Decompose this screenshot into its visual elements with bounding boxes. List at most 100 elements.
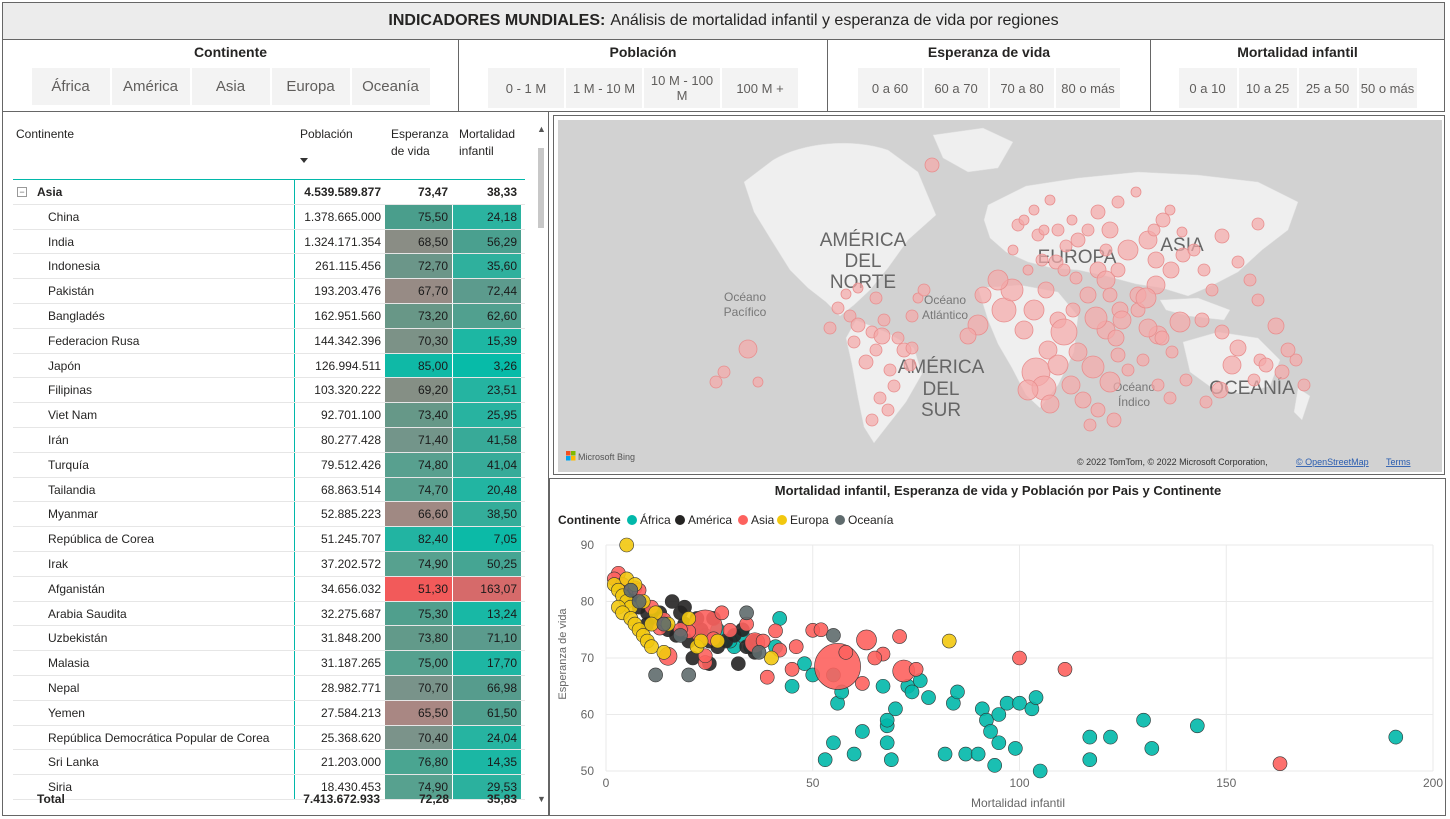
map-bubble[interactable] (1111, 195, 1125, 209)
map-bubble[interactable] (883, 363, 897, 377)
map-bubble[interactable] (1147, 223, 1161, 237)
filter-chip-continente[interactable]: Europa (271, 68, 350, 105)
table-row[interactable]: Siria 18.430.453 74,90 29,53 (13, 775, 525, 800)
filter-chip-continente[interactable]: América (111, 68, 190, 105)
legend-marker[interactable] (675, 515, 685, 525)
map-bubble[interactable] (709, 375, 723, 389)
scatter-canvas[interactable]: Mortalidad infantil, Esperanza de vida y… (550, 479, 1447, 817)
map-bubble[interactable] (1280, 342, 1296, 358)
scatter-point[interactable] (1190, 718, 1205, 734)
filter-chip-poblacion[interactable]: 1 M - 10 M (566, 68, 642, 108)
map-bubble[interactable] (1022, 264, 1034, 276)
map-bubble[interactable] (1069, 271, 1083, 285)
map-canvas[interactable]: AMÉRICADELNORTEEUROPAASIAAMÉRICADELSUROC… (558, 120, 1442, 472)
terms-link[interactable]: Terms (1386, 457, 1411, 467)
map-bubble[interactable] (1066, 214, 1078, 226)
map-bubble[interactable] (1163, 391, 1177, 405)
scatter-point[interactable] (619, 537, 634, 553)
scatter-point[interactable] (855, 676, 870, 691)
scatter-point[interactable] (826, 628, 841, 643)
scatter-point[interactable] (983, 724, 998, 739)
scatter-chart[interactable]: Mortalidad infantil, Esperanza de vida y… (549, 478, 1446, 816)
scatter-point[interactable] (714, 605, 730, 621)
scatter-point[interactable] (987, 758, 1002, 773)
map-bubble[interactable] (1050, 318, 1078, 346)
table-scrollbar[interactable]: ▲ ▼ (536, 124, 546, 804)
table-row[interactable]: Indonesia 261.115.456 72,70 35,60 (13, 254, 525, 280)
scatter-point[interactable] (656, 645, 672, 660)
scatter-point[interactable] (644, 639, 659, 654)
map-bubble[interactable] (1099, 371, 1121, 393)
scatter-point[interactable] (884, 752, 899, 768)
map-bubble[interactable] (847, 335, 861, 349)
map-bubble[interactable] (1017, 379, 1039, 401)
header-esperanza[interactable]: Esperanza de vida (391, 127, 449, 158)
map-bubble[interactable] (1083, 418, 1097, 432)
map-bubble[interactable] (852, 282, 864, 294)
table-row[interactable]: República Democrática Popular de Corea 25… (13, 725, 525, 751)
table-row[interactable]: Yemen 27.584.213 65,50 61,50 (13, 700, 525, 726)
map-bubble[interactable] (1059, 239, 1073, 253)
map-bubble[interactable] (1214, 324, 1230, 340)
scatter-point[interactable] (697, 648, 713, 664)
scatter-point[interactable] (970, 746, 986, 762)
scatter-point[interactable] (1144, 741, 1160, 756)
map-bubble[interactable] (1107, 329, 1125, 347)
scatter-point[interactable] (764, 650, 779, 666)
map-bubble[interactable] (1211, 381, 1229, 399)
scatter-point[interactable] (879, 735, 895, 751)
map-bubble[interactable] (1229, 339, 1247, 357)
filter-chip-mortalidad[interactable]: 10 a 25 (1238, 68, 1297, 108)
map-bubble[interactable] (1038, 340, 1058, 360)
scatter-point[interactable] (855, 724, 870, 739)
map-bubble[interactable] (905, 341, 919, 355)
map-bubble[interactable] (873, 327, 891, 345)
map-bubble[interactable] (1243, 273, 1257, 287)
filter-chip-esperanza[interactable]: 80 o más (1056, 68, 1120, 108)
scatter-point[interactable] (648, 667, 663, 683)
map-bubble[interactable] (1154, 330, 1170, 346)
map-bubble[interactable] (843, 309, 857, 323)
map-bubble[interactable] (1165, 345, 1179, 359)
map-bubble[interactable] (1121, 363, 1135, 377)
scatter-point[interactable] (656, 616, 672, 632)
map-bubble[interactable] (1222, 355, 1242, 375)
map-bubble[interactable] (1044, 194, 1056, 206)
map-bubble[interactable] (1037, 281, 1055, 299)
map-bubble[interactable] (1061, 375, 1081, 395)
map-bubble[interactable] (1090, 204, 1106, 220)
map-bubble[interactable] (1130, 186, 1142, 198)
map-bubble[interactable] (1084, 306, 1108, 330)
map-bubble[interactable] (917, 283, 931, 297)
map-bubble[interactable] (1090, 402, 1106, 418)
filter-chip-esperanza[interactable]: 70 a 80 (990, 68, 1054, 108)
map-bubble[interactable] (1081, 355, 1105, 379)
scatter-point[interactable] (751, 645, 767, 660)
table-row[interactable]: Irán 80.277.428 71,40 41,58 (13, 427, 525, 453)
scatter-point[interactable] (991, 735, 1007, 751)
scatter-point[interactable] (673, 628, 688, 643)
map-bubble[interactable] (831, 301, 845, 315)
scatter-point[interactable] (958, 746, 974, 762)
table-row[interactable]: Japón 126.994.511 85,00 3,26 (13, 353, 525, 379)
scatter-point[interactable] (768, 623, 783, 639)
map-bubble[interactable] (1247, 373, 1261, 387)
legend-entry[interactable]: Oceanía (848, 513, 894, 527)
map-bubble[interactable] (912, 292, 924, 304)
table-row[interactable]: Turquía 79.512.426 74,80 41,04 (13, 452, 525, 478)
table-row[interactable]: Viet Nam 92.701.100 73,40 25,95 (13, 403, 525, 428)
map-bubble[interactable] (903, 358, 917, 372)
filter-chip-continente[interactable]: Oceanía (351, 68, 430, 105)
map-bubble[interactable] (1135, 287, 1157, 309)
filter-chip-esperanza[interactable]: 60 a 70 (924, 68, 988, 108)
map-bubble[interactable] (823, 321, 837, 335)
collapse-icon[interactable]: − (17, 187, 27, 197)
scatter-point[interactable] (739, 605, 754, 621)
map-bubble[interactable] (1035, 253, 1049, 267)
scatter-point[interactable] (631, 594, 647, 609)
map-bubble[interactable] (1018, 214, 1030, 226)
map-bubble[interactable] (1147, 251, 1165, 269)
map-bubble[interactable] (840, 288, 852, 300)
map-bubble[interactable] (1136, 353, 1150, 367)
map-bubble[interactable] (1176, 226, 1188, 238)
